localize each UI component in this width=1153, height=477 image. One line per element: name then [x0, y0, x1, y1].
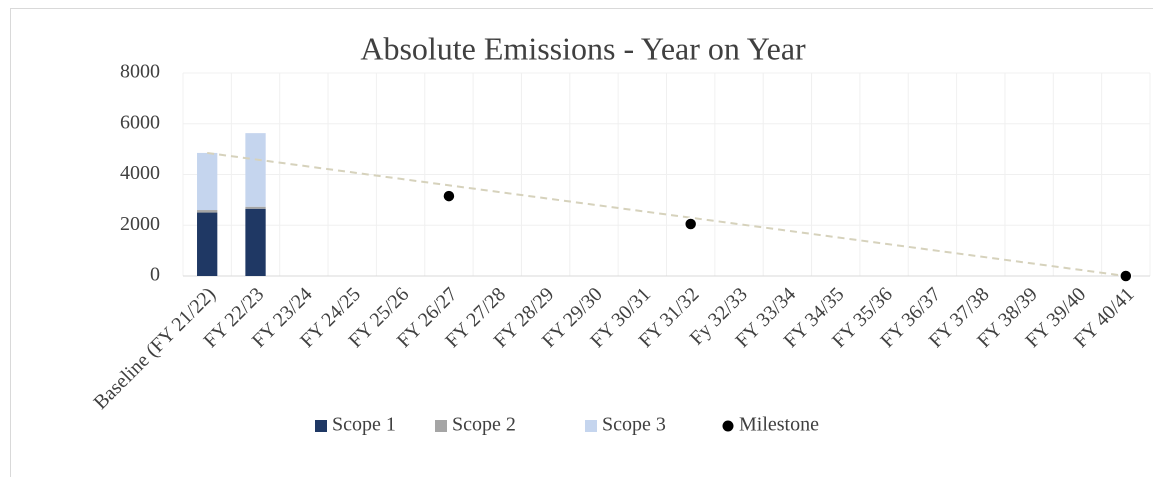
milestone-point: [683, 217, 698, 231]
chart-title: Absolute Emissions - Year on Year: [360, 30, 806, 66]
legend-label: Scope 1: [332, 414, 396, 436]
bar-segment: [245, 133, 266, 207]
bar-segment: [245, 208, 266, 276]
legend-marker: [315, 420, 327, 432]
y-tick-label: 4000: [120, 162, 160, 184]
y-tick-label: 2000: [120, 213, 160, 235]
y-tick-label: 8000: [120, 61, 160, 83]
chart-border: [10, 8, 1153, 477]
legend-label: Milestone: [739, 414, 819, 436]
bar-segment: [197, 152, 218, 211]
milestone-point: [442, 189, 456, 203]
bar-segment: [245, 206, 266, 209]
x-tick-label: Baseline (FY 21/22): [89, 283, 220, 414]
legend-label: Scope 2: [452, 414, 516, 436]
legend-label: Scope 3: [602, 414, 666, 436]
y-tick-label: 6000: [120, 111, 160, 133]
milestone-point: [1119, 269, 1133, 283]
y-tick-label: 0: [150, 264, 160, 286]
trend-line: [207, 151, 1126, 277]
bar-segment: [197, 212, 218, 276]
legend-marker: [722, 420, 734, 432]
bar-segment: [197, 210, 218, 213]
legend-marker: [585, 420, 597, 432]
legend-marker: [435, 420, 447, 432]
